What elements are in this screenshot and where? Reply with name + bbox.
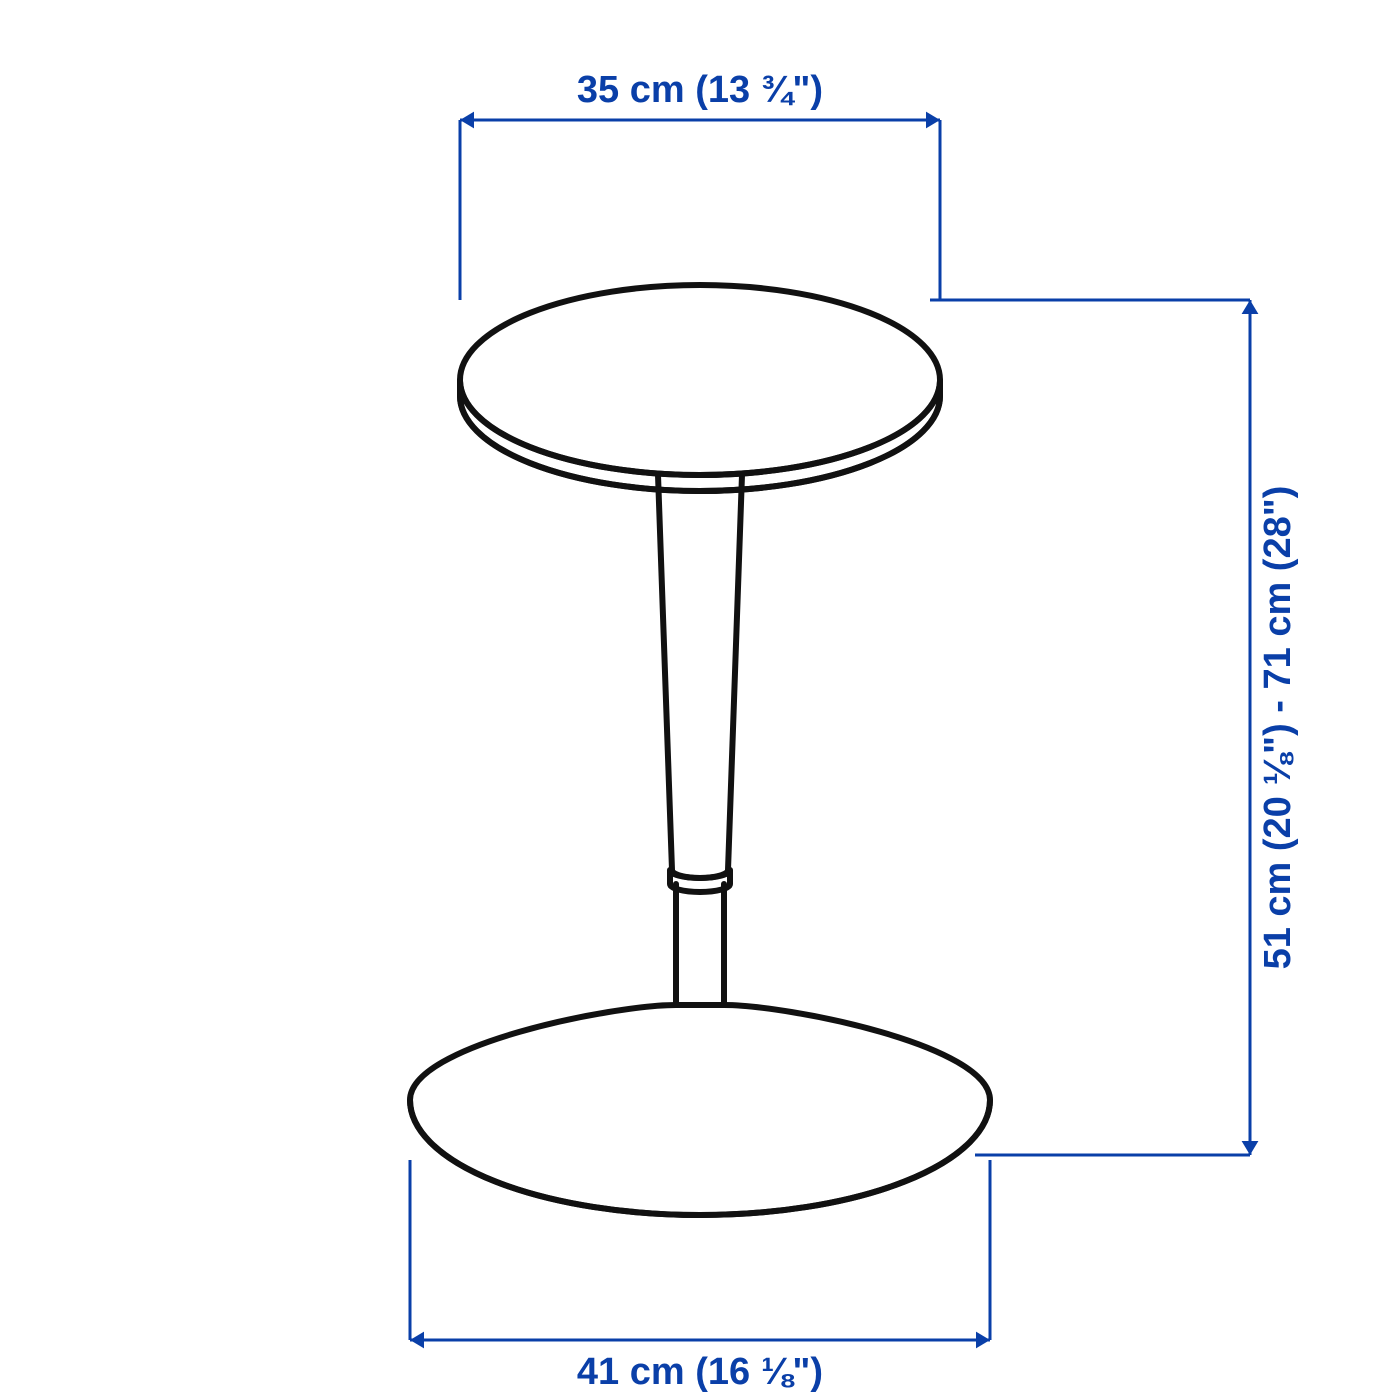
dim-height: 51 cm (20 ⅛") - 71 cm (28") xyxy=(930,300,1299,1155)
dim-height-label: 51 cm (20 ⅛") - 71 cm (28") xyxy=(1257,486,1299,970)
dimension-diagram: 35 cm (13 ¾") 41 cm (16 ⅛") 51 cm (20 ⅛") … xyxy=(0,0,1400,1400)
stool-outline xyxy=(410,285,990,1215)
dim-base-width-label: 41 cm (16 ⅛") xyxy=(577,1351,823,1393)
dim-base-width: 41 cm (16 ⅛") xyxy=(410,1160,990,1393)
dim-seat-width: 35 cm (13 ¾") xyxy=(460,69,940,300)
dim-seat-width-label: 35 cm (13 ¾") xyxy=(577,69,823,111)
